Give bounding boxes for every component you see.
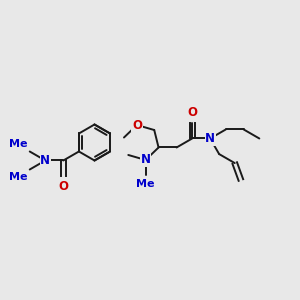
Text: N: N [205,132,215,145]
Text: Me: Me [9,172,27,182]
Text: O: O [132,118,142,131]
Text: O: O [58,180,68,193]
Text: Me: Me [9,139,27,149]
Text: N: N [141,154,151,166]
Text: Me: Me [136,179,155,189]
Text: O: O [187,106,197,119]
Text: N: N [40,154,50,167]
